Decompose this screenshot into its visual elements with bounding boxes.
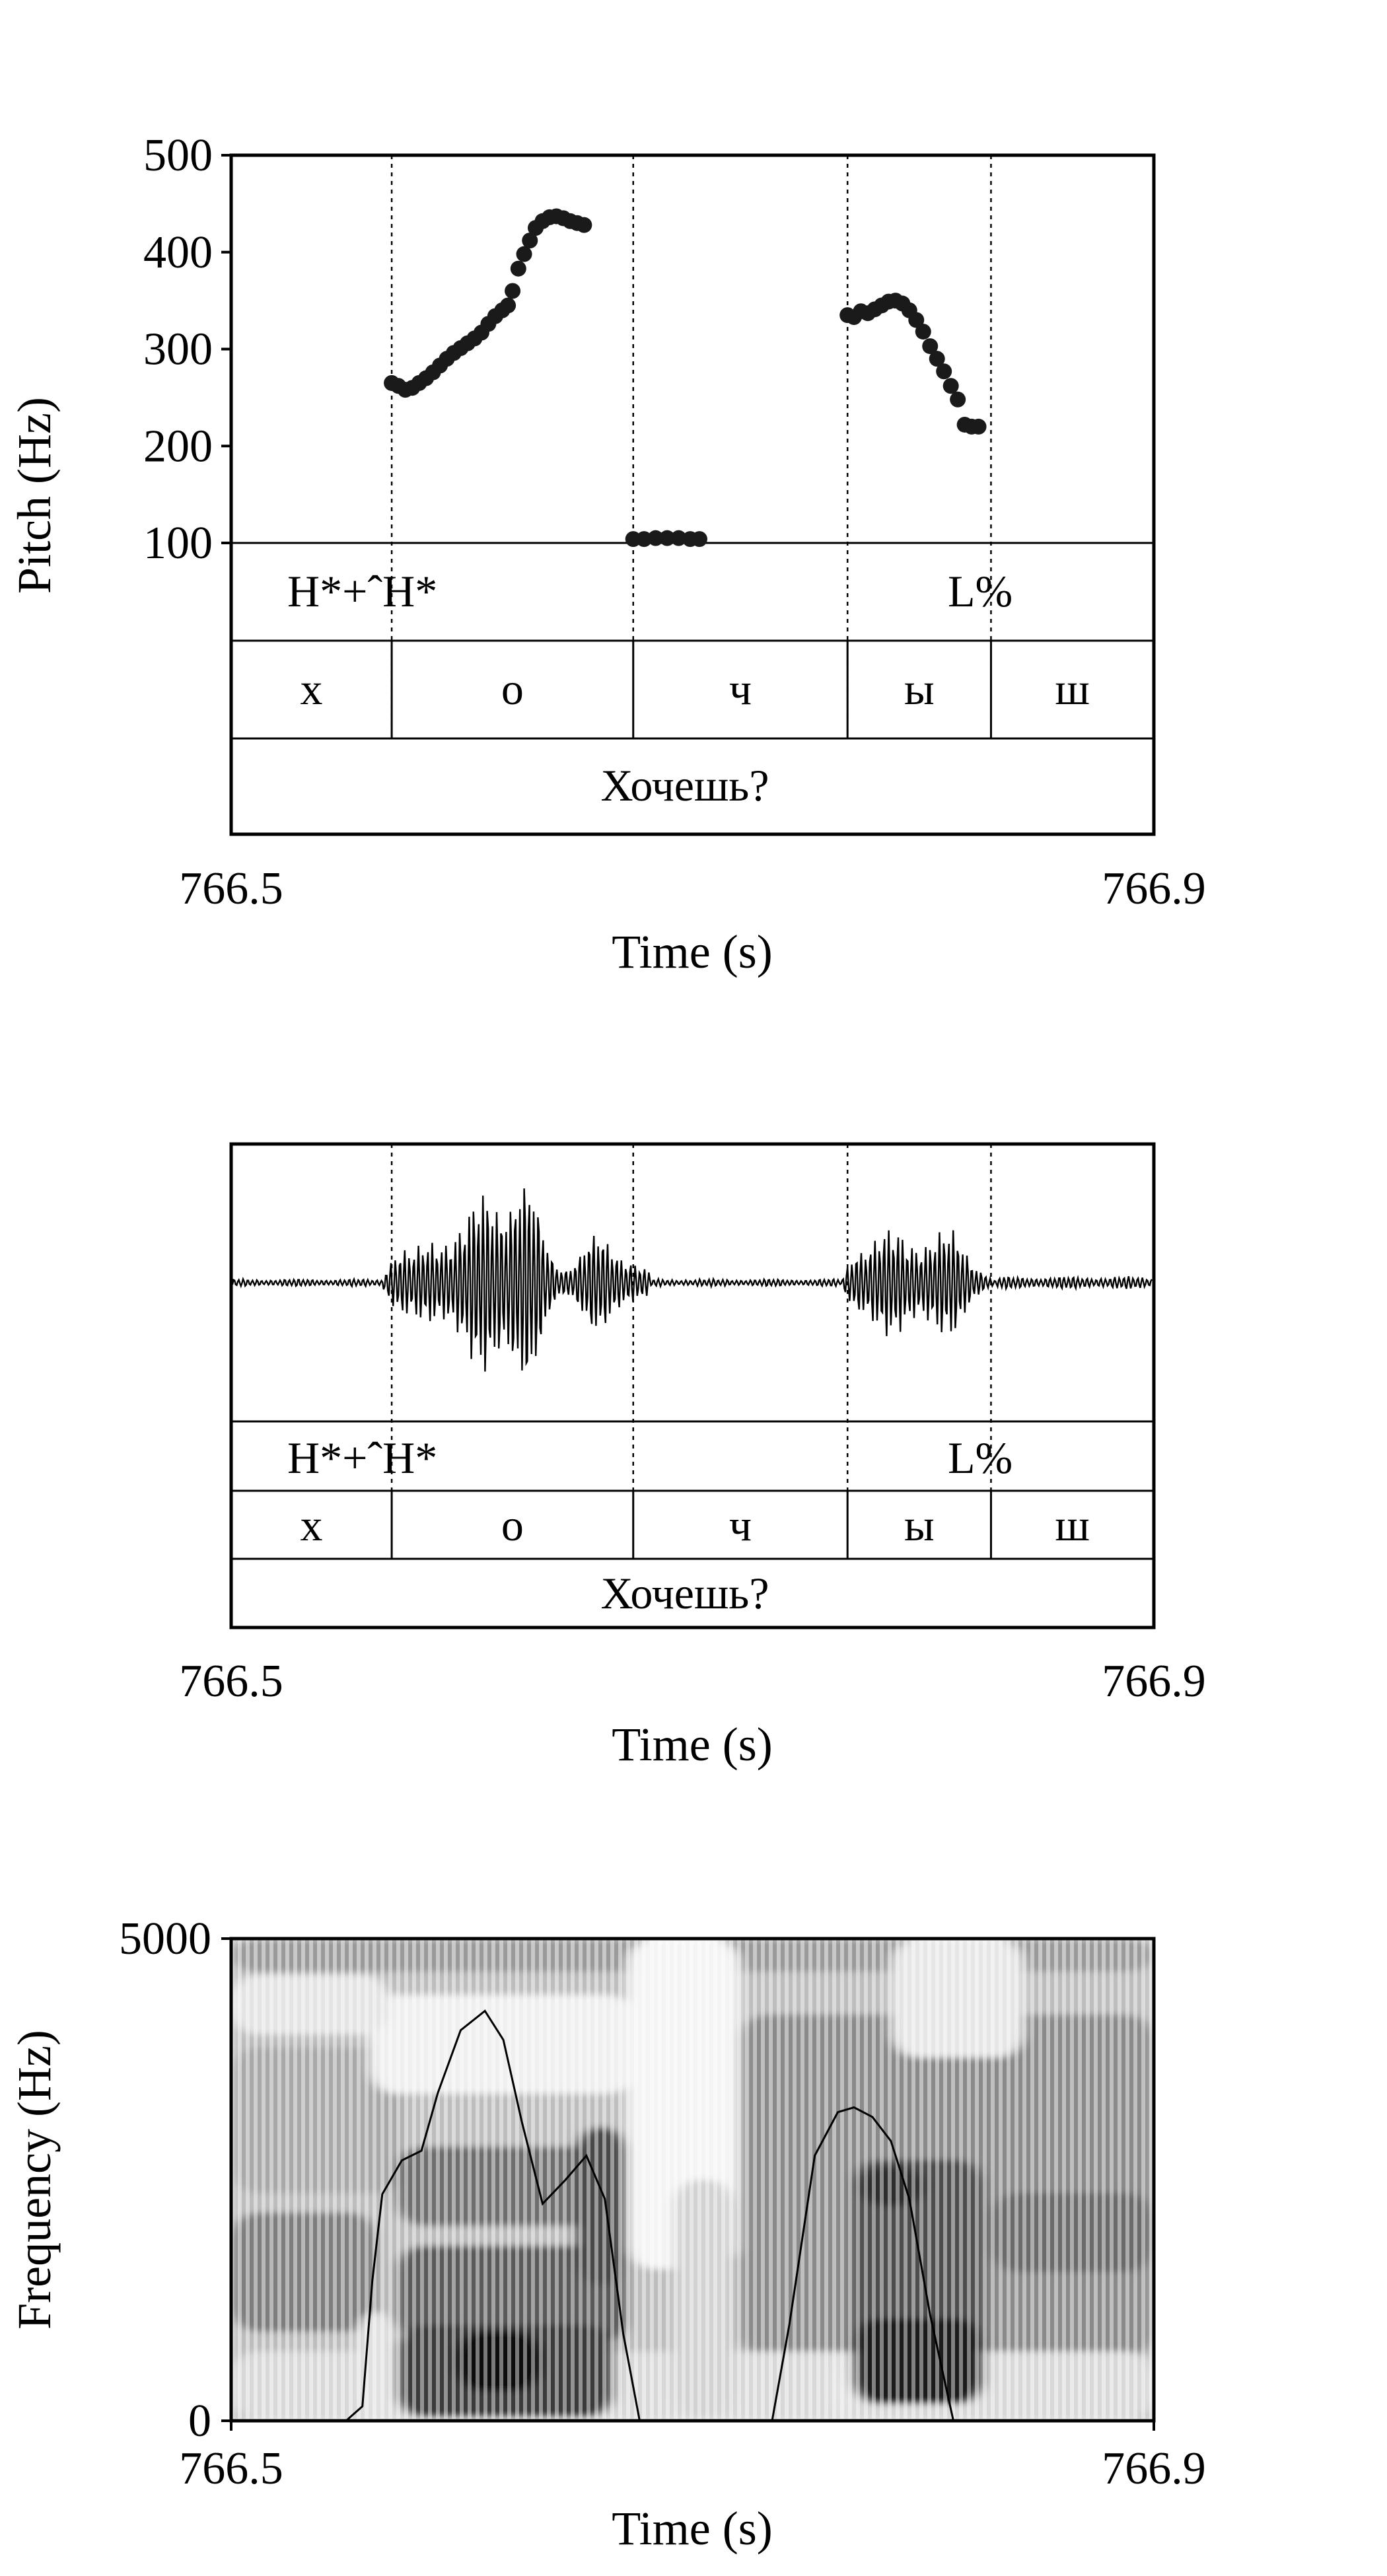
pitch-point-53 xyxy=(942,378,959,394)
pitch-point-32 xyxy=(636,531,653,548)
pitch-segment-label-3: ч xyxy=(729,664,752,714)
pitch-point-54 xyxy=(950,391,966,408)
pitch-tone-label-1: H*+ˆH* xyxy=(287,566,437,616)
pitch-y-ticks: 100 200 300 400 500 xyxy=(143,130,231,569)
pitch-point-22 xyxy=(522,233,538,249)
pitch-y-axis-title: Pitch (Hz) xyxy=(8,397,61,594)
waveform-boundaries xyxy=(390,1144,992,1491)
waveform-segment-label-4: ы xyxy=(904,1500,935,1550)
pitch-points xyxy=(384,208,987,548)
pitch-segment-label-5: ш xyxy=(1055,664,1090,714)
pitch-point-20 xyxy=(510,260,526,277)
pitch-point-52 xyxy=(936,363,952,380)
pitch-point-48 xyxy=(908,312,925,328)
pitch-word-label: Хочешь? xyxy=(601,760,769,810)
pitch-segment-label-1: х xyxy=(301,664,323,714)
waveform-plot-frame xyxy=(229,1142,1156,1629)
pitch-boundaries xyxy=(390,155,992,738)
pitch-x-tick-end: 766.9 xyxy=(1102,863,1206,914)
spectrogram-texture xyxy=(231,1939,1154,2421)
spectrogram-y-tick-label-top: 5000 xyxy=(119,1914,211,1964)
spectrogram-x-axis-title: Time (s) xyxy=(612,2502,772,2555)
pitch-y-tick-label-300: 300 xyxy=(143,324,213,375)
spectrogram-y-axis-title: Frequency (Hz) xyxy=(8,2030,61,2330)
pitch-point-21 xyxy=(516,246,532,262)
waveform-segment-label-2: о xyxy=(501,1500,524,1550)
pitch-point-57 xyxy=(970,418,987,435)
spectrogram-plot-frame xyxy=(229,1937,1156,2423)
waveform-word-label: Хочешь? xyxy=(601,1568,769,1618)
pitch-y-tick-label-400: 400 xyxy=(143,227,213,278)
pitch-point-49 xyxy=(915,324,931,340)
waveform-tone-label-2: L% xyxy=(948,1433,1013,1483)
waveform-segment-label-5: ш xyxy=(1055,1500,1090,1550)
pitch-point-50 xyxy=(922,338,939,355)
intensity-contour xyxy=(345,2009,954,2422)
pitch-point-31 xyxy=(625,531,641,548)
pitch-point-35 xyxy=(670,530,687,546)
pitch-plot-frame xyxy=(229,153,1156,836)
pitch-point-18 xyxy=(500,297,516,314)
pitch-y-tick-label-500: 500 xyxy=(143,130,213,181)
pitch-y-tick-label-200: 200 xyxy=(143,421,213,472)
pitch-point-51 xyxy=(929,351,945,367)
spectrogram-x-tick-label-end: 766.9 xyxy=(1102,2443,1206,2494)
pitch-x-axis-title: Time (s) xyxy=(612,925,772,978)
pitch-point-33 xyxy=(647,530,664,546)
waveform-segment-label-1: х xyxy=(301,1500,323,1550)
spectrogram-y-tick-label-bottom: 0 xyxy=(188,2396,211,2447)
pitch-x-tick-start: 766.5 xyxy=(179,863,283,914)
pitch-point-30 xyxy=(576,217,592,233)
spectrogram-x-tick-label-start: 766.5 xyxy=(179,2443,283,2494)
waveform-x-tick-start: 766.5 xyxy=(179,1656,283,1707)
pitch-point-34 xyxy=(659,530,676,546)
pitch-segment-label-2: о xyxy=(501,664,524,714)
waveform-trace xyxy=(231,1188,1153,1372)
waveform-x-axis-title: Time (s) xyxy=(612,1718,772,1771)
waveform-panel: х о ч ы ш H*+ˆH* L% Хочешь? 766.5 766.9 Time… xyxy=(179,1142,1206,1771)
waveform-x-tick-end: 766.9 xyxy=(1102,1656,1206,1707)
waveform-segment-label-3: ч xyxy=(729,1500,752,1550)
pitch-segment-label-4: ы xyxy=(904,664,935,714)
waveform-tone-label-1: H*+ˆH* xyxy=(287,1433,437,1483)
pitch-point-37 xyxy=(691,531,707,548)
pitch-y-tick-label-100: 100 xyxy=(143,518,213,569)
spectrogram-panel: 5000 0 Frequency (Hz) 766.5 766.9 Time (… xyxy=(8,1914,1206,2555)
pitch-point-19 xyxy=(505,283,521,299)
pitch-tone-label-2: L% xyxy=(948,566,1013,616)
